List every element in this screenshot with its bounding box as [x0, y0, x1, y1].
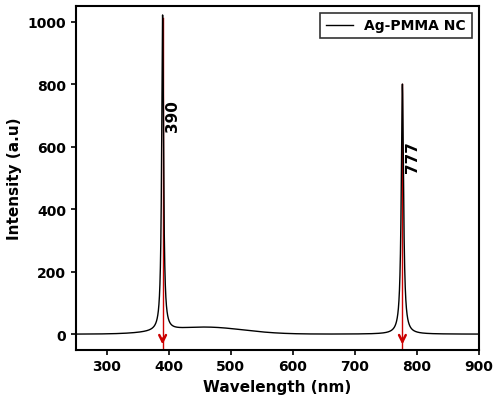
Ag-PMMA NC	[292, 332, 298, 336]
Legend: Ag-PMMA NC: Ag-PMMA NC	[320, 14, 472, 39]
Ag-PMMA NC	[100, 332, 106, 336]
Text: 390: 390	[165, 100, 180, 132]
Ag-PMMA NC	[476, 332, 482, 336]
Line: Ag-PMMA NC: Ag-PMMA NC	[76, 16, 478, 334]
Ag-PMMA NC	[73, 332, 79, 337]
Ag-PMMA NC	[160, 14, 166, 18]
Ag-PMMA NC	[170, 324, 175, 328]
Text: 777: 777	[406, 140, 420, 172]
Ag-PMMA NC	[227, 326, 233, 331]
Y-axis label: Intensity (a.u): Intensity (a.u)	[7, 117, 22, 239]
X-axis label: Wavelength (nm): Wavelength (nm)	[203, 379, 352, 394]
Ag-PMMA NC	[372, 331, 378, 336]
Ag-PMMA NC	[316, 332, 322, 336]
